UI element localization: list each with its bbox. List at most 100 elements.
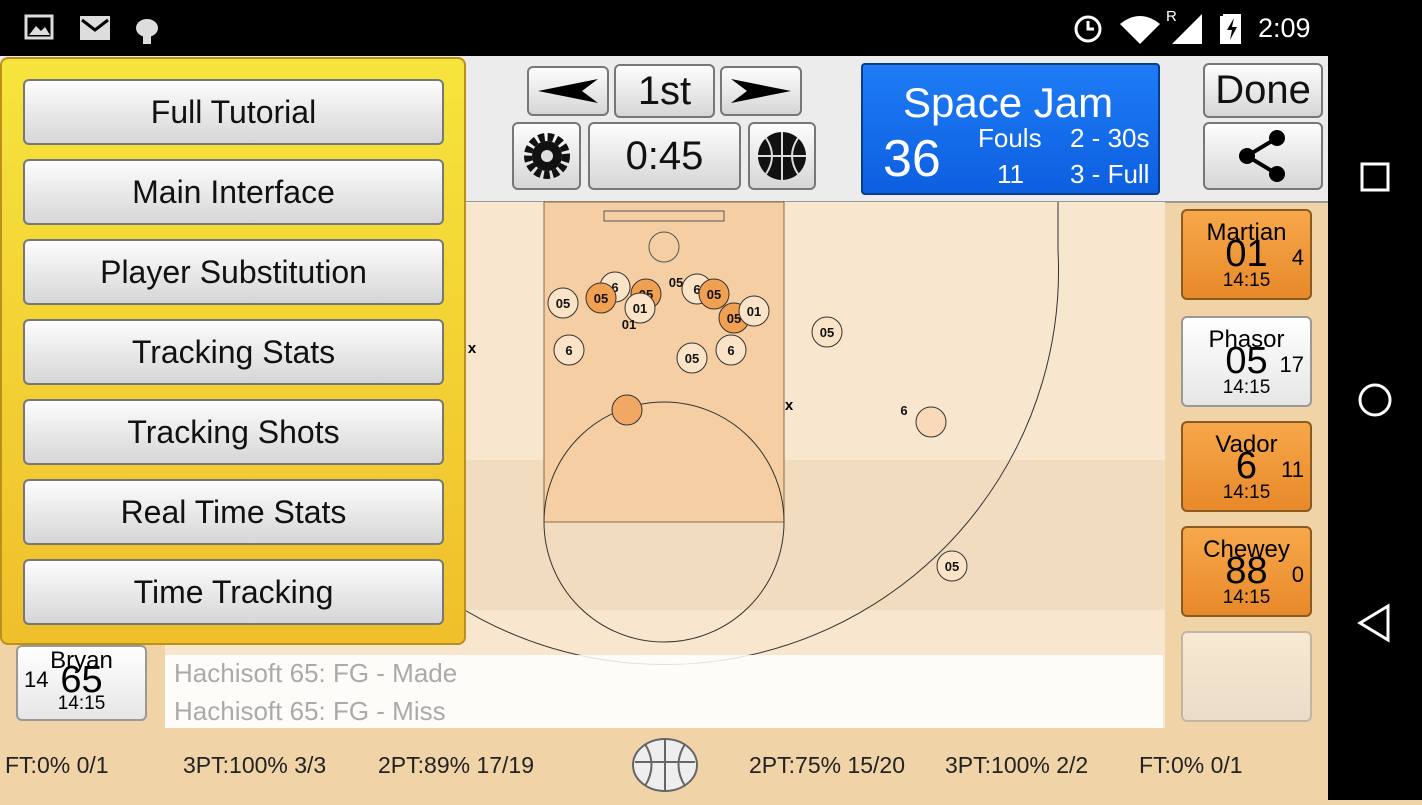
player-time: 14:15: [1222, 270, 1271, 291]
menu-item[interactable]: Tracking Shots: [23, 399, 444, 465]
stat: 3PT:100% 3/3: [183, 752, 327, 778]
shot-label: 05: [945, 559, 959, 574]
recents-button[interactable]: [1360, 162, 1390, 192]
player-number: 6: [1235, 445, 1258, 487]
player-number: 88: [1225, 550, 1268, 592]
player-number: 01: [1225, 233, 1268, 275]
shot-marker: [611, 394, 643, 426]
shot-marker: [715, 334, 747, 366]
paint: [543, 201, 785, 523]
hoop: [648, 231, 680, 263]
system-icons: [1074, 14, 1228, 44]
player-name: Martian: [1206, 219, 1287, 246]
team-score: 36: [883, 130, 941, 188]
empty-slot[interactable]: [1181, 631, 1312, 722]
menu-item[interactable]: Full Tutorial: [23, 79, 444, 145]
player-name: Phasor: [1208, 326, 1285, 353]
backboard: [603, 210, 725, 222]
player-card[interactable]: Vador 6 11 14:15: [1181, 421, 1312, 512]
stat: 2PT:89% 17/19: [378, 752, 535, 778]
scoreboard: Space Jam 36 Fouls 11 2 - 30s 3 - Full: [861, 63, 1160, 195]
fouls: 11: [997, 159, 1024, 189]
menu-item[interactable]: Player Substitution: [23, 239, 444, 305]
menu-item[interactable]: Real Time Stats: [23, 479, 444, 545]
shot-label: 01: [633, 301, 647, 316]
player-time: 14:15: [1222, 482, 1271, 503]
nav-bar: [1328, 56, 1422, 800]
shot-label: 05: [820, 325, 834, 340]
stat: 3PT:100% 2/2: [945, 752, 1089, 778]
player-time: 14:15: [57, 693, 106, 714]
shot-label: 6: [727, 343, 734, 358]
player-points: 4: [1291, 245, 1304, 270]
back-button[interactable]: [1357, 603, 1390, 643]
game-clock[interactable]: 0:45: [588, 122, 741, 190]
shot-label: 6: [611, 280, 618, 295]
team-name: Space Jam: [903, 79, 1114, 126]
player-time: 14:15: [1222, 587, 1271, 608]
menu-item[interactable]: Tracking Stats: [23, 319, 444, 385]
fouls-label: Fouls: [978, 123, 1042, 153]
miss-mark: x: [468, 340, 477, 357]
status-bar: R 2:09: [0, 0, 1422, 56]
stat: 2PT:75% 15/20: [749, 752, 906, 778]
shot-marker: [698, 278, 730, 310]
menu-item[interactable]: Main Interface: [23, 159, 444, 225]
shot-marker: [547, 287, 579, 319]
player-card[interactable]: Chewey 88 0 14:15: [1181, 526, 1312, 617]
player-name: Vador: [1215, 431, 1278, 458]
clock: 2:09: [1258, 13, 1311, 43]
bench-player-card[interactable]: Bryan 65 14 14:15: [16, 645, 147, 721]
shot-marker: [624, 292, 656, 324]
player-card[interactable]: Phasor 05 17 14:15: [1181, 316, 1312, 407]
notification-icons: [24, 14, 158, 44]
player-name: Chewey: [1203, 536, 1290, 563]
shot-label: 05: [727, 311, 741, 326]
share-button[interactable]: [1203, 122, 1323, 190]
shot-label: 01: [747, 304, 761, 319]
shot-label: 6: [565, 343, 572, 358]
stat: FT:0% 0/1: [5, 752, 109, 778]
log-entry: Hachisoft 65: FG - Miss: [174, 696, 446, 726]
player-points: 17: [1279, 352, 1304, 377]
stats-ball-icon[interactable]: [630, 736, 700, 794]
shot-marker: [936, 550, 968, 582]
player-number: 05: [1225, 340, 1268, 382]
timeouts: 2 - 30s: [1070, 123, 1150, 153]
shot-marker: [811, 316, 843, 348]
next-period-button[interactable]: [720, 66, 802, 116]
shot-label: 05: [707, 287, 721, 302]
shot-label: 05: [594, 291, 608, 306]
shot-marker: [585, 282, 617, 314]
stat: FT:0% 0/1: [1139, 752, 1243, 778]
menu-item[interactable]: Time Tracking: [23, 559, 444, 625]
free-throw-circle: [543, 401, 785, 643]
help-menu: Full Tutorial Main Interface Player Substi…: [0, 57, 466, 645]
player-time: 14:15: [1222, 377, 1271, 398]
shot-label: 6: [900, 403, 907, 418]
shot-label: 01: [622, 317, 636, 332]
network-type: R: [1166, 8, 1177, 25]
home-button[interactable]: [1358, 383, 1392, 417]
timeouts: 3 - Full: [1070, 159, 1150, 189]
done-button[interactable]: Done: [1203, 63, 1323, 118]
shot-marker: [738, 295, 770, 327]
shot-label: 6: [693, 282, 700, 297]
period[interactable]: 1st: [614, 64, 715, 118]
shot-marker: [553, 334, 585, 366]
possession-button[interactable]: [748, 122, 816, 190]
player-card[interactable]: Martian 01 4 14:15: [1181, 209, 1312, 300]
shot-label: 05: [556, 296, 570, 311]
play-log: Hachisoft 65: FG - Made Hachisoft 65: FG…: [165, 655, 1163, 728]
shot-label: 05: [685, 351, 699, 366]
battery-icon: [1223, 14, 1241, 44]
miss-mark: x: [785, 397, 794, 414]
player-points: 14: [24, 667, 49, 692]
shot-label: 05: [669, 275, 683, 290]
player-points: 0: [1291, 562, 1304, 587]
prev-period-button[interactable]: [527, 66, 609, 116]
settings-button[interactable]: [512, 122, 581, 190]
player-points: 11: [1281, 457, 1304, 482]
